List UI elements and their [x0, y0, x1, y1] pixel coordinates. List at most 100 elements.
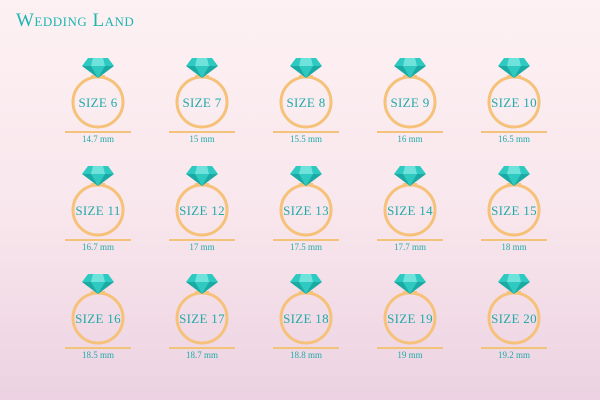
ring-size-item: SIZE 18 18.8 mm [262, 270, 366, 378]
brand-title: Wedding Land [16, 10, 135, 31]
diamond-ring-icon [71, 274, 125, 345]
diamond-ring-icon [279, 166, 333, 237]
ring-size-item: SIZE 16 18.5 mm [54, 270, 158, 378]
gem-facet [507, 282, 521, 294]
ring-size-item: SIZE 10 16.5 mm [470, 54, 574, 162]
gem-facet [195, 274, 209, 282]
diamond-ring-icon [71, 58, 125, 129]
diameter-line [65, 131, 131, 133]
ring-size-item: SIZE 9 16 mm [366, 54, 470, 162]
diameter-line [273, 347, 339, 349]
gem-facet [403, 274, 417, 282]
diameter-line [377, 131, 443, 133]
diamond-ring-icon [383, 58, 437, 129]
gem-facet [195, 166, 209, 174]
diameter-line [377, 239, 443, 241]
ring-size-item: SIZE 6 14.7 mm [54, 54, 158, 162]
diamond-ring-icon [175, 166, 229, 237]
gem-facet [507, 166, 521, 174]
ring-size-label: SIZE 7 [182, 95, 222, 110]
ring-size-label: SIZE 15 [491, 203, 537, 218]
diameter-label: 19 mm [397, 350, 423, 360]
gem-facet [507, 58, 521, 66]
diamond-ring-icon [279, 274, 333, 345]
gem-facet [91, 166, 105, 174]
gem-facet [299, 282, 313, 294]
diameter-label: 18.5 mm [81, 350, 114, 360]
gem-facet [507, 274, 521, 282]
diameter-line [65, 347, 131, 349]
gem-facet [91, 58, 105, 66]
diameter-label: 18.8 mm [289, 350, 322, 360]
diameter-label: 18.7 mm [185, 350, 218, 360]
diameter-line [481, 131, 547, 133]
diamond-ring-icon [487, 58, 541, 129]
diamond-ring-icon [487, 166, 541, 237]
ring-size-label: SIZE 18 [283, 311, 329, 326]
gem-facet [299, 174, 313, 186]
ring-size-item: SIZE 13 17.5 mm [262, 162, 366, 270]
diameter-line [169, 347, 235, 349]
diameter-label: 18 mm [501, 242, 527, 252]
gem-facet [403, 282, 417, 294]
gem-facet [299, 58, 313, 66]
gem-facet [299, 166, 313, 174]
diameter-line [169, 131, 235, 133]
diamond-ring-icon [279, 58, 333, 129]
gem-facet [299, 66, 313, 78]
ring-size-label: SIZE 13 [283, 203, 329, 218]
gem-facet [299, 274, 313, 282]
diameter-label: 16.5 mm [497, 134, 530, 144]
ring-size-item: SIZE 17 18.7 mm [158, 270, 262, 378]
diamond-ring-icon [487, 274, 541, 345]
diameter-line [273, 239, 339, 241]
diamond-ring-icon [175, 58, 229, 129]
diamond-ring-icon [175, 274, 229, 345]
ring-size-item: SIZE 19 19 mm [366, 270, 470, 378]
diameter-label: 16.7 mm [81, 242, 114, 252]
diameter-label: 16 mm [397, 134, 423, 144]
ring-size-item: SIZE 11 16.7 mm [54, 162, 158, 270]
gem-facet [507, 174, 521, 186]
ring-size-label: SIZE 16 [75, 311, 121, 326]
ring-size-label: SIZE 10 [491, 95, 537, 110]
diameter-line [169, 239, 235, 241]
diameter-line [377, 347, 443, 349]
ring-size-label: SIZE 19 [387, 311, 433, 326]
gem-facet [91, 282, 105, 294]
diamond-ring-icon [71, 166, 125, 237]
gem-facet [507, 66, 521, 78]
diamond-ring-icon [383, 166, 437, 237]
gem-facet [91, 174, 105, 186]
ring-size-label: SIZE 14 [387, 203, 433, 218]
gem-facet [403, 66, 417, 78]
diameter-line [481, 347, 547, 349]
ring-size-item: SIZE 20 19.2 mm [470, 270, 574, 378]
ring-size-label: SIZE 17 [179, 311, 225, 326]
diameter-line [273, 131, 339, 133]
gem-facet [195, 66, 209, 78]
gem-facet [403, 174, 417, 186]
gem-facet [91, 66, 105, 78]
diameter-line [481, 239, 547, 241]
diamond-ring-icon [383, 274, 437, 345]
diameter-label: 19.2 mm [497, 350, 530, 360]
ring-size-grid: SIZE 6 14.7 mm SIZE 7 15 mm SIZE 8 15.5 mm SIZ… [54, 54, 574, 378]
diameter-label: 14.7 mm [81, 134, 114, 144]
diameter-label: 17 mm [189, 242, 215, 252]
ring-size-label: SIZE 12 [179, 203, 225, 218]
ring-size-label: SIZE 8 [286, 95, 326, 110]
diameter-label: 17.5 mm [289, 242, 322, 252]
diameter-label: 17.7 mm [393, 242, 426, 252]
ring-size-label: SIZE 11 [75, 203, 121, 218]
diameter-label: 15.5 mm [289, 134, 322, 144]
gem-facet [195, 58, 209, 66]
gem-facet [195, 282, 209, 294]
ring-size-item: SIZE 14 17.7 mm [366, 162, 470, 270]
gem-facet [403, 166, 417, 174]
diameter-label: 15 mm [189, 134, 215, 144]
ring-size-label: SIZE 20 [491, 311, 537, 326]
ring-size-label: SIZE 6 [78, 95, 118, 110]
ring-size-item: SIZE 8 15.5 mm [262, 54, 366, 162]
ring-size-label: SIZE 9 [390, 95, 430, 110]
